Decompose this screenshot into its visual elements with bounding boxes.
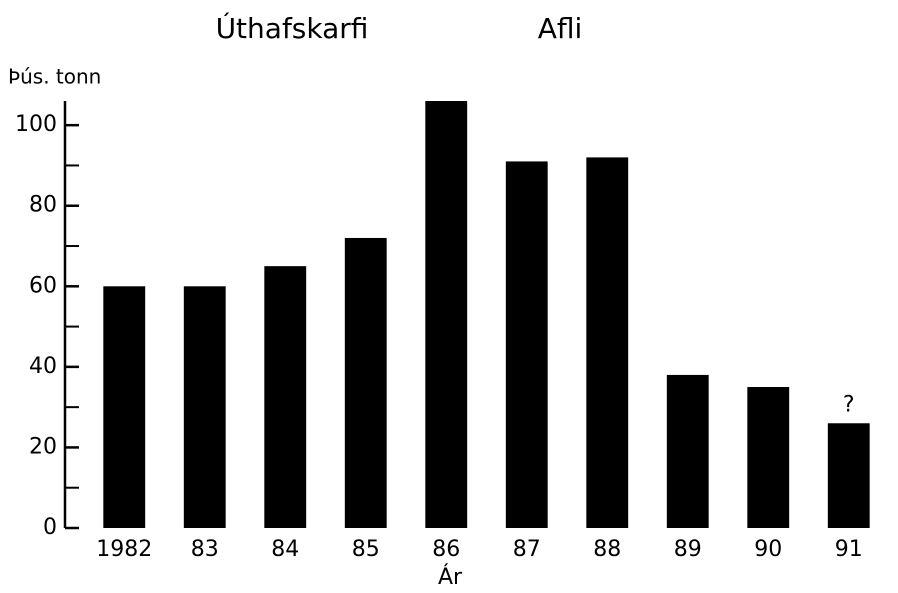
bar [505, 161, 548, 528]
x-tick-label: 91 [835, 537, 863, 562]
x-tick-label: 87 [513, 537, 541, 562]
x-tick-label: 84 [271, 537, 299, 562]
bar [183, 286, 226, 528]
y-tick-label: 40 [29, 354, 57, 379]
x-tick-label: 90 [754, 537, 782, 562]
x-tick-label: 88 [593, 537, 621, 562]
x-tick-label: 85 [352, 537, 380, 562]
y-tick-label: 20 [29, 434, 57, 459]
bar [103, 286, 146, 528]
bar [344, 237, 387, 528]
bar [666, 374, 709, 528]
y-axis-label: Þús. tonn [8, 65, 101, 89]
y-tick-label: 60 [29, 273, 57, 298]
x-tick-label: 89 [674, 537, 702, 562]
x-tick-label: 86 [432, 537, 460, 562]
x-axis-label: Ár [438, 564, 463, 590]
y-tick-label: 80 [29, 193, 57, 218]
chart-title: Úthafskarfi [216, 11, 369, 45]
annotation: ? [843, 392, 855, 417]
bar [747, 387, 790, 528]
y-tick-label: 100 [15, 112, 57, 137]
bar [264, 266, 307, 528]
bar [586, 157, 629, 528]
x-tick-label: 1982 [96, 537, 152, 562]
chart-subtitle: Afli [538, 12, 583, 45]
x-tick-label: 83 [191, 537, 219, 562]
y-tick-label: 0 [43, 515, 57, 540]
bar [827, 423, 870, 528]
bar [425, 101, 468, 528]
